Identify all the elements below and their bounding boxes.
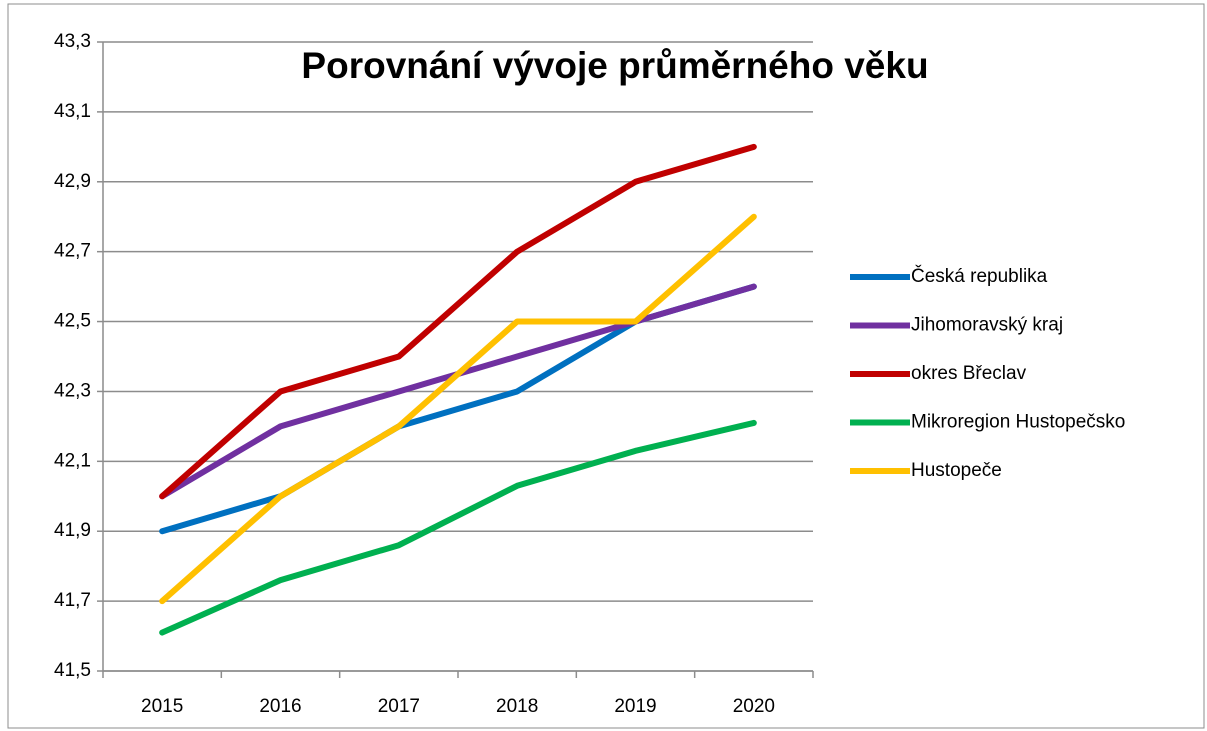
x-tick-label: 2019 bbox=[614, 696, 656, 717]
y-tick-label: 43,1 bbox=[54, 101, 91, 122]
legend-label: okres Břeclav bbox=[911, 363, 1027, 384]
series-line bbox=[159, 143, 757, 500]
series-line bbox=[159, 213, 757, 605]
y-tick-label: 42,3 bbox=[54, 380, 91, 401]
y-tick-label: 42,9 bbox=[54, 171, 91, 192]
y-tick-label: 42,7 bbox=[54, 241, 91, 262]
x-tick-label: 2015 bbox=[141, 696, 183, 717]
y-tick-label: 41,7 bbox=[54, 590, 91, 611]
y-tick-label: 43,3 bbox=[54, 31, 91, 52]
legend-label: Česká republika bbox=[911, 265, 1048, 287]
x-tick-label: 2020 bbox=[733, 696, 775, 717]
chart-title: Porovnání vývoje průměrného věku bbox=[301, 45, 928, 86]
x-tick-label: 2017 bbox=[378, 696, 420, 717]
y-tick-label: 41,9 bbox=[54, 520, 91, 541]
y-tick-label: 42,5 bbox=[54, 311, 91, 332]
legend-label: Jihomoravský kraj bbox=[911, 315, 1063, 336]
series-line bbox=[159, 419, 757, 636]
legend-label: Mikroregion Hustopečsko bbox=[911, 412, 1125, 433]
chart-border bbox=[7, 3, 1205, 729]
y-tick-label: 42,1 bbox=[54, 450, 91, 471]
legend-label: Hustopeče bbox=[911, 460, 1002, 481]
x-tick-label: 2018 bbox=[496, 696, 538, 717]
y-tick-label: 41,5 bbox=[54, 660, 91, 681]
x-tick-label: 2016 bbox=[259, 696, 301, 717]
